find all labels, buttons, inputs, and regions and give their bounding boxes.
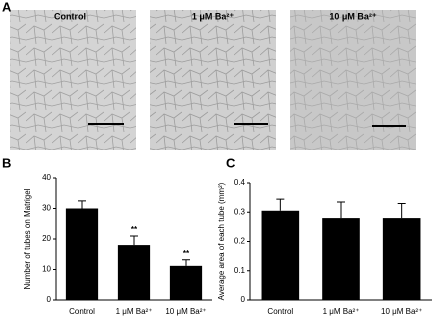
y-tick-label: 40 — [42, 173, 51, 182]
y-tick-label: 0 — [241, 295, 246, 304]
y-tick-label: 0.1 — [234, 266, 246, 275]
y-tick-label: 20 — [42, 234, 51, 243]
y-tick-label: 0.3 — [234, 207, 246, 216]
bar — [382, 218, 421, 300]
bar — [322, 218, 360, 300]
error-bar — [397, 202, 406, 219]
panel-label: B — [2, 155, 11, 170]
panel-label: A — [2, 0, 12, 14]
bar — [65, 208, 99, 300]
x-tick-label: 10 μM Ba²⁺ — [165, 307, 206, 316]
image-control — [10, 10, 136, 150]
image-1um — [150, 10, 276, 150]
y-tick-label: 30 — [42, 204, 51, 213]
y-axis-label: Number of tubes on Matrigel — [23, 188, 32, 289]
x-tick-label: Control — [69, 307, 95, 316]
panel-label: C — [226, 155, 236, 170]
error-bar — [78, 200, 86, 209]
y-tick-label: 0 — [47, 295, 52, 304]
error-bar — [276, 198, 285, 211]
x-tick-label: Control — [267, 307, 293, 316]
image-caption: 1 μM Ba²⁺ — [192, 11, 235, 21]
bar — [117, 245, 151, 300]
error-bar — [130, 235, 138, 246]
bar — [169, 265, 203, 300]
significance: ** — [183, 249, 190, 258]
image-caption: Control — [54, 11, 86, 21]
y-tick-label: 0.4 — [234, 178, 246, 187]
y-tick-label: 10 — [42, 265, 51, 274]
image-10um — [290, 10, 416, 150]
image-caption: 10 μM Ba²⁺ — [329, 11, 377, 21]
significance: ** — [131, 225, 138, 234]
x-tick-label: 1 μM Ba²⁺ — [116, 307, 153, 316]
x-tick-label: 1 μM Ba²⁺ — [323, 307, 360, 316]
y-tick-label: 0.2 — [234, 237, 246, 246]
y-axis-label: Average area of each tube (mm²) — [217, 182, 226, 300]
bar — [261, 210, 300, 300]
x-tick-label: 10 μM Ba²⁺ — [381, 307, 422, 316]
error-bar — [182, 259, 190, 266]
error-bar — [337, 201, 345, 219]
